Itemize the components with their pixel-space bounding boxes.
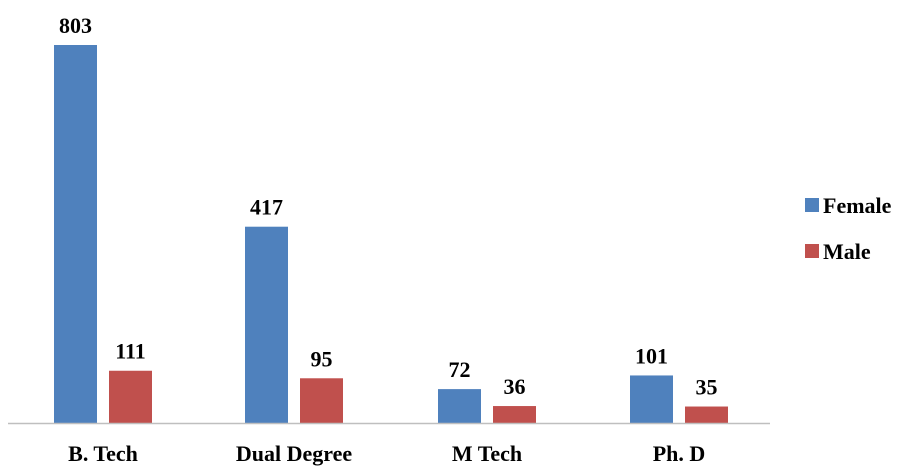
bar-female-dual-degree (245, 226, 288, 423)
bar-male-ph-d (685, 406, 728, 423)
data-label-male-b-tech: 111 (115, 339, 146, 364)
bar-female-ph-d (630, 375, 673, 423)
bars-layer (54, 45, 728, 423)
x-tick-label-ph-d: Ph. D (653, 441, 706, 466)
data-labels-layer: 803 111 417 95 72 36 101 35 (59, 13, 718, 400)
bar-female-m-tech (438, 389, 481, 423)
bar-female-b-tech (54, 45, 97, 423)
data-label-female-b-tech: 803 (59, 13, 92, 38)
x-tick-label-b-tech: B. Tech (68, 441, 138, 466)
bar-male-dual-degree (300, 378, 343, 423)
x-tick-labels: B. Tech Dual Degree M Tech Ph. D (68, 441, 705, 466)
legend-label-female: Female (823, 193, 892, 218)
data-label-female-m-tech: 72 (449, 357, 471, 382)
data-label-male-ph-d: 35 (696, 375, 718, 400)
data-label-male-m-tech: 36 (504, 374, 526, 399)
x-tick-label-dual-degree: Dual Degree (236, 441, 353, 466)
legend-swatch-female (805, 198, 819, 212)
legend: Female Male (805, 193, 892, 264)
legend-swatch-male (805, 244, 819, 258)
data-label-female-dual-degree: 417 (250, 195, 283, 220)
legend-label-male: Male (823, 239, 871, 264)
x-tick-label-m-tech: M Tech (452, 441, 522, 466)
bar-male-b-tech (109, 370, 152, 423)
data-label-male-dual-degree: 95 (311, 346, 333, 371)
data-label-female-ph-d: 101 (635, 343, 668, 368)
bar-male-m-tech (493, 406, 536, 423)
